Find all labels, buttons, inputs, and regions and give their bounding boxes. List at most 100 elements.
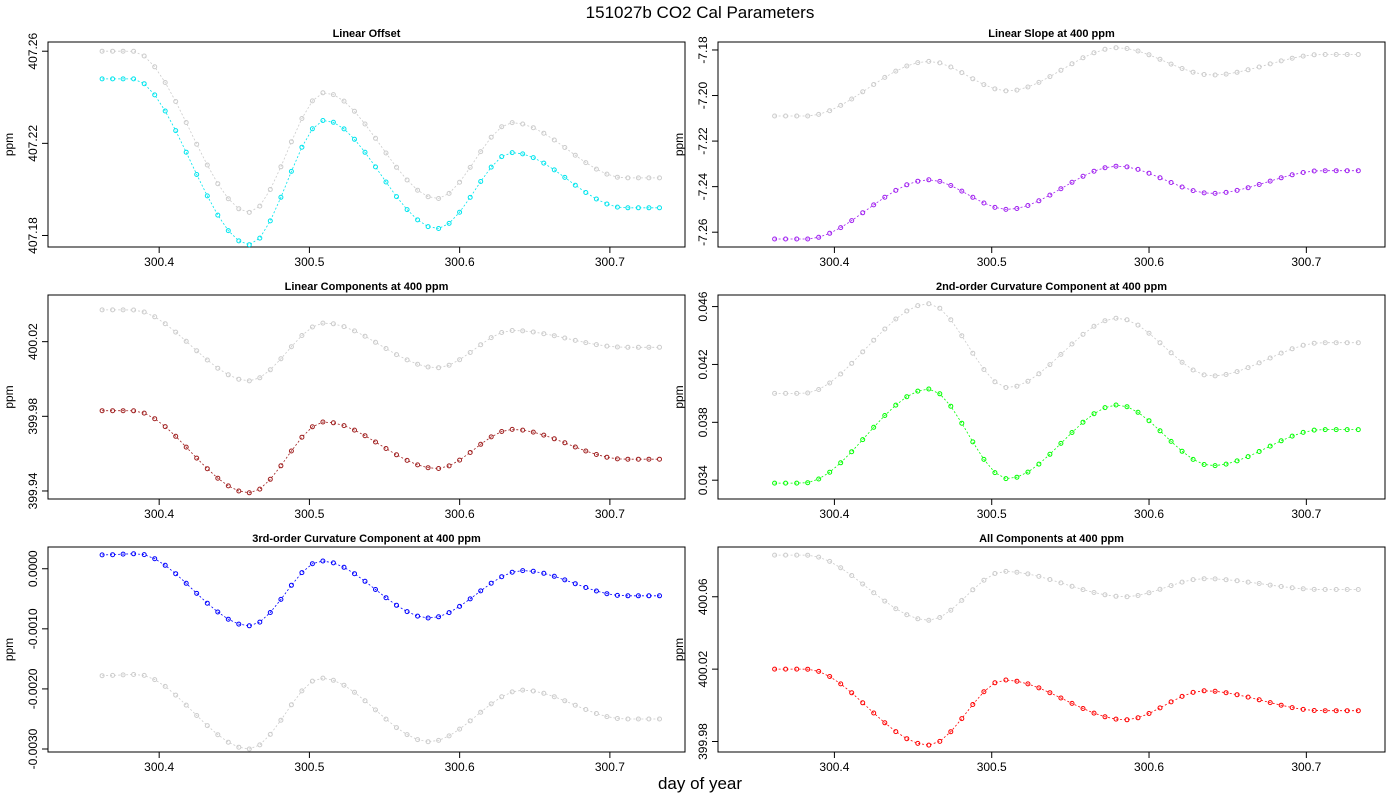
data-point: [1322, 168, 1328, 174]
data-point: [948, 317, 954, 323]
data-point: [1256, 697, 1262, 703]
data-point: [783, 666, 789, 672]
data-point: [572, 581, 578, 587]
data-point: [141, 410, 147, 416]
data-point: [959, 188, 965, 194]
data-point: [173, 128, 179, 134]
data-point: [383, 716, 389, 722]
x-tick-label: 300.4: [819, 760, 849, 774]
data-point: [1289, 585, 1295, 591]
data-point: [352, 328, 357, 334]
data-point: [1333, 52, 1339, 57]
x-tick-label: 300.4: [144, 760, 174, 774]
data-point: [646, 175, 652, 181]
data-point: [625, 205, 631, 211]
data-point: [1058, 695, 1064, 701]
data-point: [299, 434, 305, 440]
data-point: [1080, 173, 1086, 179]
data-point: [436, 226, 442, 231]
series-line: [774, 303, 1359, 394]
data-point: [509, 328, 515, 333]
chart-panel-1: Linear Offset ppm 300.4 300.5 300.6 300.7 407.…: [2, 28, 686, 269]
data-point: [467, 718, 473, 724]
data-point: [383, 446, 389, 451]
data-point: [309, 424, 315, 430]
x-tick-label: 300.5: [294, 255, 324, 269]
data-point: [1256, 64, 1262, 70]
data-point: [120, 48, 126, 54]
y-tick-label: 399.94: [26, 472, 40, 509]
data-point: [225, 196, 231, 202]
data-point: [1124, 317, 1130, 323]
y-tick-label: -7.18: [696, 36, 710, 64]
data-point: [970, 439, 976, 445]
y-tick-label: 0.038: [696, 407, 710, 437]
series-reference: [772, 301, 1361, 396]
chart-panel-4: 2nd-order Curvature Component at 400 ppm…: [672, 281, 1386, 521]
data-point: [1267, 443, 1273, 449]
data-point: [1080, 55, 1086, 61]
data-point: [341, 564, 347, 570]
data-point: [446, 463, 452, 469]
data-point: [1179, 579, 1185, 585]
data-point: [373, 339, 378, 345]
data-point: [1190, 689, 1196, 695]
data-point: [131, 76, 137, 82]
data-point: [805, 552, 811, 558]
data-point: [267, 476, 273, 482]
data-point: [572, 152, 578, 158]
data-point: [446, 190, 452, 196]
data-point: [478, 588, 484, 594]
data-point: [948, 729, 954, 735]
x-tick-label: 300.5: [977, 255, 1007, 269]
data-point: [1003, 677, 1009, 683]
data-point: [904, 63, 910, 69]
x-tick-label: 300.5: [294, 507, 324, 521]
data-point: [446, 220, 452, 226]
data-point: [1124, 46, 1130, 51]
data-point: [827, 558, 833, 564]
y-axis-label: ppm: [672, 133, 686, 156]
data-point: [1267, 700, 1273, 706]
data-point: [162, 424, 168, 430]
series-line: [102, 674, 660, 750]
data-point: [183, 580, 189, 586]
data-point: [1300, 586, 1306, 592]
data-point: [457, 603, 463, 609]
data-point: [362, 333, 368, 339]
data-point: [362, 698, 368, 704]
data-point: [1146, 170, 1152, 176]
data-point: [635, 205, 641, 211]
data-point: [120, 307, 126, 313]
data-point: [267, 187, 273, 192]
data-point: [299, 116, 305, 121]
data-point: [457, 179, 463, 185]
data-point: [805, 480, 811, 486]
data-point: [120, 408, 126, 414]
data-point: [1311, 427, 1317, 433]
series-line: [774, 554, 1359, 621]
data-point: [509, 569, 515, 575]
data-point: [1003, 476, 1009, 482]
y-tick-label: 407.18: [26, 217, 40, 254]
data-point: [593, 588, 599, 594]
data-point: [1289, 433, 1295, 439]
data-point: [1267, 61, 1273, 67]
data-point: [772, 390, 778, 396]
data-point: [520, 121, 526, 127]
data-point: [330, 420, 336, 426]
data-point: [1168, 699, 1174, 705]
data-point: [330, 92, 336, 98]
data-point: [838, 225, 844, 231]
data-point: [394, 452, 399, 458]
data-point: [1124, 717, 1130, 723]
data-point: [1113, 163, 1119, 169]
data-point: [509, 689, 515, 695]
y-tick-label: 0.0000: [26, 550, 40, 587]
data-point: [948, 607, 954, 613]
data-point: [1058, 580, 1064, 586]
data-point: [383, 346, 389, 351]
data-point: [446, 362, 452, 368]
data-point: [937, 178, 943, 184]
